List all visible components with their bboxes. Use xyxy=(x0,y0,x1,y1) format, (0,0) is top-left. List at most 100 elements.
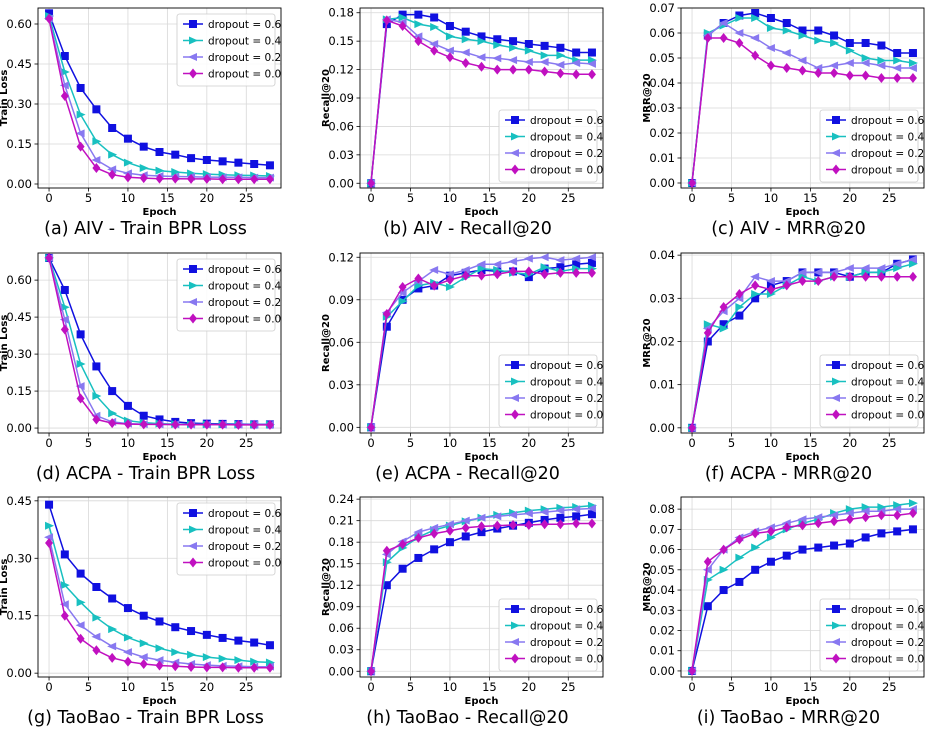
x-tick-label: 0 xyxy=(367,680,374,694)
data-point xyxy=(861,54,871,62)
data-point xyxy=(493,35,502,44)
data-point xyxy=(265,658,275,667)
data-point xyxy=(202,630,211,639)
data-point xyxy=(477,521,486,532)
data-point xyxy=(540,263,550,272)
x-tick-label: 0 xyxy=(45,680,52,694)
data-point xyxy=(367,422,376,433)
data-point xyxy=(460,266,470,275)
legend-marker xyxy=(832,377,841,386)
data-point xyxy=(187,169,197,178)
data-point xyxy=(60,52,69,60)
x-tick-label: 10 xyxy=(443,680,458,694)
data-point xyxy=(414,20,424,29)
legend-label: dropout = 0.0 xyxy=(208,313,281,325)
legend: dropout = 0.6 dropout = 0.4 dropout = 0.2 d… xyxy=(819,598,925,672)
data-point xyxy=(556,68,565,79)
data-point xyxy=(830,541,839,550)
axes-frame xyxy=(680,496,925,678)
x-tick-label: 20 xyxy=(200,680,215,694)
data-point xyxy=(60,68,70,76)
data-point xyxy=(814,68,823,78)
data-point xyxy=(766,284,775,295)
x-tick-label: 10 xyxy=(443,436,458,450)
legend-marker xyxy=(832,132,841,141)
data-point xyxy=(123,401,132,410)
x-tick-label: 5 xyxy=(85,680,92,694)
data-point xyxy=(108,409,118,418)
data-point xyxy=(45,13,54,24)
data-point xyxy=(587,56,597,65)
data-point xyxy=(493,269,502,280)
data-point xyxy=(461,270,470,281)
y-tick-label: 0.08 xyxy=(649,502,675,516)
x-tick-label: 5 xyxy=(407,191,414,205)
data-point xyxy=(477,37,487,46)
y-tick-label: 0.03 xyxy=(649,603,675,617)
legend-box xyxy=(819,598,919,672)
legend-marker xyxy=(831,394,840,402)
legend-label: dropout = 0.0 xyxy=(530,409,603,421)
data-point xyxy=(108,124,117,132)
legend-label: dropout = 0.6 xyxy=(851,360,925,372)
data-point xyxy=(524,46,534,55)
data-point xyxy=(60,550,69,559)
legend: dropout = 0.6 dropout = 0.4 dropout = 0.2 d… xyxy=(498,109,604,183)
data-point xyxy=(587,518,596,529)
data-point xyxy=(703,33,712,43)
y-tick-label: 0.15 xyxy=(6,137,32,151)
data-point xyxy=(751,290,761,299)
data-point xyxy=(571,254,581,263)
x-tick-label: 10 xyxy=(764,436,779,450)
data-point xyxy=(524,64,533,75)
data-point xyxy=(555,506,565,515)
x-tick-label: 15 xyxy=(160,680,175,694)
data-point xyxy=(509,519,518,530)
y-tick-label: 0.07 xyxy=(649,1,675,15)
x-tick-label: 15 xyxy=(803,436,818,450)
data-point xyxy=(430,45,439,56)
data-point xyxy=(154,656,164,665)
y-tick-label: 0.09 xyxy=(328,91,354,105)
subplot-6: 0 5 10 15 20 25 0.00 0.01 0.02 0.03 0.04 Epoch MRR@2… xyxy=(642,248,925,484)
legend-box xyxy=(819,109,919,183)
data-point xyxy=(445,32,455,41)
x-tick-label: 10 xyxy=(121,436,136,450)
axes-frame xyxy=(37,496,282,678)
data-point xyxy=(893,264,903,273)
legend: dropout = 0.6 dropout = 0.4 dropout = 0.2 d… xyxy=(176,502,282,576)
data-point xyxy=(108,625,118,634)
x-tick-label: 25 xyxy=(882,191,897,205)
data-point xyxy=(719,565,729,574)
y-tick-label: 0.18 xyxy=(328,6,354,20)
data-point xyxy=(477,61,486,72)
data-point xyxy=(414,532,423,543)
data-point xyxy=(766,557,775,566)
x-tick-label: 0 xyxy=(688,680,695,694)
y-tick-label: 0.03 xyxy=(649,101,675,115)
data-point xyxy=(139,411,148,420)
data-point xyxy=(508,510,518,519)
data-point xyxy=(735,302,745,311)
data-point xyxy=(845,39,854,47)
x-tick-label: 15 xyxy=(482,680,497,694)
data-point xyxy=(877,503,887,512)
data-point xyxy=(75,129,85,138)
legend-label: dropout = 0.0 xyxy=(208,557,281,569)
legend-box xyxy=(498,109,598,183)
subplot-1: 0 5 10 15 20 25 0.00 0.15 0.30 0.45 0.60 Epoch Train… xyxy=(0,7,282,239)
axes-frame xyxy=(680,252,925,434)
y-tick-label: 0.15 xyxy=(328,34,354,48)
data-point xyxy=(751,280,760,291)
data-point xyxy=(461,532,470,541)
data-point xyxy=(430,528,439,539)
y-tick-label: 0.01 xyxy=(649,378,675,392)
data-point xyxy=(703,327,712,338)
y-tick-label: 0.04 xyxy=(649,248,675,262)
subplot-caption: (f) ACPA - MRR@20 xyxy=(705,464,872,484)
data-point xyxy=(139,142,148,151)
data-point xyxy=(171,623,180,632)
legend-label: dropout = 0.4 xyxy=(530,131,604,143)
legend-label: dropout = 0.6 xyxy=(208,19,282,31)
data-point xyxy=(509,266,518,277)
